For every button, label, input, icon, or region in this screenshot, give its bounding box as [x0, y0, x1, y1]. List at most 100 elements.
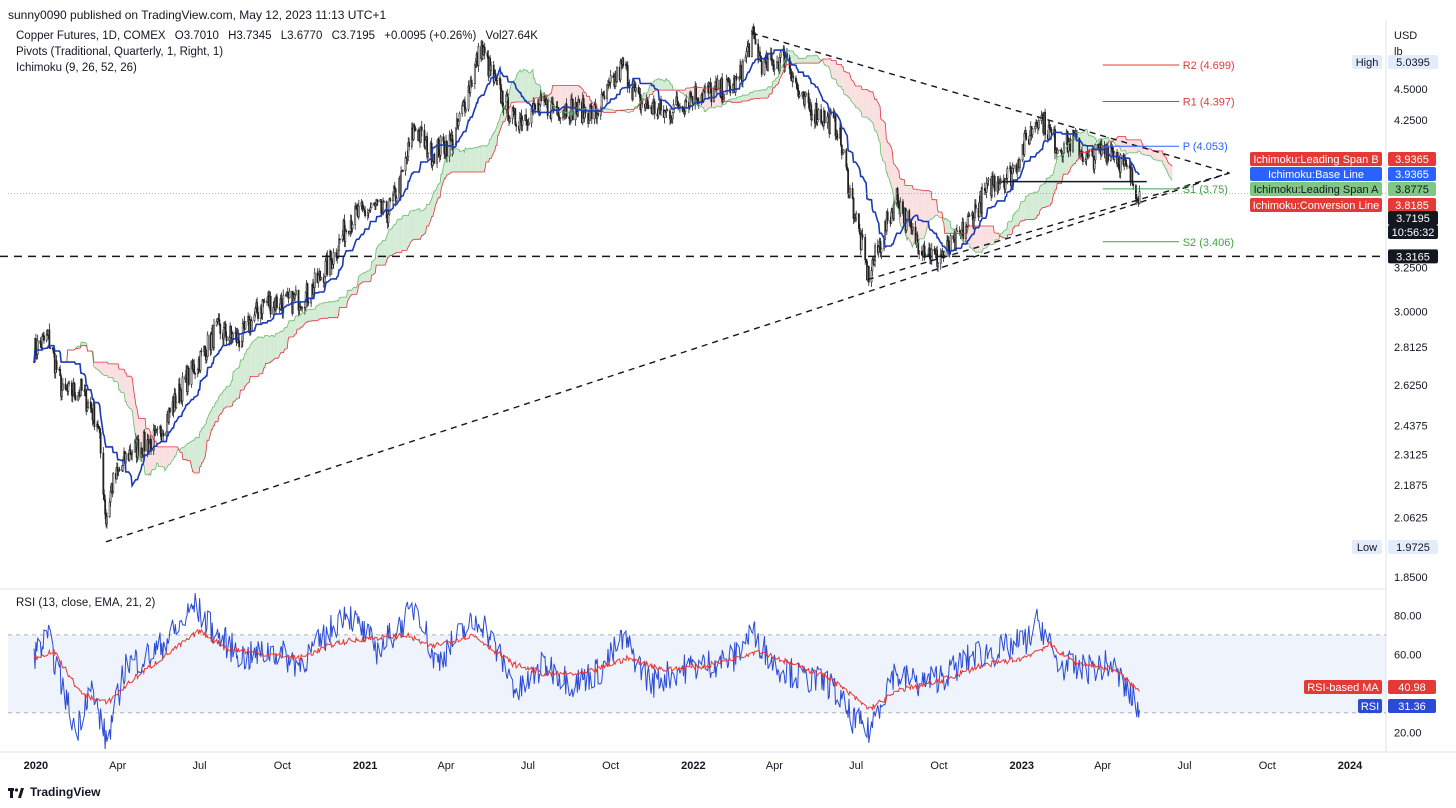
candle-body [253, 314, 256, 322]
ichimoku-cloud-segment [980, 226, 982, 253]
ichimoku-cloud-segment [100, 362, 102, 373]
ichimoku-cloud-segment [1037, 190, 1039, 216]
candle-body [634, 87, 637, 92]
ichimoku-cloud-segment [243, 356, 245, 391]
ichimoku-cloud-segment [341, 297, 344, 308]
ichimoku-cloud-segment [585, 92, 587, 110]
ichimoku-label-bg [1250, 167, 1382, 181]
ichimoku-cloud-segment [189, 441, 191, 461]
ichimoku-cloud-segment [221, 389, 225, 414]
ichimoku-cloud-segment [471, 148, 473, 173]
ichimoku-cloud-segment [325, 302, 327, 319]
pivots-indicator-label[interactable]: Pivots (Traditional, Quarterly, 1, Right… [16, 46, 224, 58]
candle-body [727, 77, 730, 83]
candle-body [993, 176, 996, 192]
ichimoku-cloud-segment [1017, 210, 1019, 226]
ichimoku-cloud-segment [391, 224, 395, 256]
candle-body [983, 187, 986, 191]
ichimoku-cloud-segment [849, 72, 851, 100]
ichimoku-cloud-segment [331, 301, 333, 318]
time-axis-tick-label: Jul [849, 760, 863, 772]
ichimoku-cloud-segment [1146, 148, 1148, 156]
countdown-value-bg [1388, 225, 1438, 239]
ichimoku-cloud-segment [520, 69, 522, 103]
ichimoku-cloud-segment [377, 245, 379, 266]
candle-body [97, 423, 99, 427]
ichimoku-leading-span-b-line [66, 58, 1173, 474]
ichimoku-cloud-segment [107, 362, 109, 378]
candle-body [133, 440, 136, 453]
candle-body [985, 182, 988, 193]
rsi-series-value: 40.98 [1398, 682, 1426, 694]
ichimoku-cloud-segment [396, 220, 397, 253]
ichimoku-cloud-segment [516, 73, 518, 103]
ichimoku-cloud-segment [1042, 183, 1044, 208]
open-value: O3.7010 [174, 30, 219, 42]
ichimoku-cloud-segment [120, 369, 124, 393]
candle-body [507, 95, 510, 121]
close-value: C3.7195 [331, 30, 376, 42]
ichimoku-cloud-segment [451, 151, 453, 173]
ichimoku-cloud-segment [755, 90, 757, 99]
ichimoku-cloud-segment [945, 218, 949, 234]
candle-body [355, 205, 357, 210]
rsi-indicator-label[interactable]: RSI (13, close, EMA, 21, 2) [16, 597, 156, 609]
ichimoku-cloud-segment [167, 446, 169, 467]
tradingview-logo: TradingView [8, 785, 100, 799]
ichimoku-cloud-segment [528, 72, 530, 103]
candle-body [732, 84, 734, 94]
candle-body [280, 298, 283, 305]
ichimoku-cloud-segment [923, 190, 925, 239]
price-axis-tick-label: 2.4375 [1394, 421, 1428, 433]
candle-body [1060, 149, 1063, 153]
time-axis-tick-label: 2023 [1009, 760, 1033, 772]
ichimoku-cloud-segment [754, 90, 755, 99]
ichimoku-cloud-segment [98, 362, 100, 371]
ichimoku-cloud-segment [333, 301, 334, 318]
candle-body [873, 260, 876, 265]
ichimoku-cloud-segment [948, 220, 950, 234]
candle-body [64, 383, 67, 390]
ichimoku-cloud-segment [199, 431, 201, 467]
ichimoku-cloud-segment [824, 58, 826, 65]
ichimoku-cloud-segment [1171, 165, 1173, 181]
candle-body [187, 368, 190, 385]
ichimoku-cloud-segment [811, 55, 813, 64]
ichimoku-cloud-segment [1139, 139, 1140, 152]
symbol-name[interactable]: Copper Futures, 1D, COMEX [16, 30, 166, 42]
candle-body [1126, 165, 1128, 168]
candle-body [400, 171, 402, 194]
ichimoku-cloud-segment [1157, 150, 1159, 161]
ichimoku-cloud-segment [284, 327, 288, 350]
ichimoku-cloud-segment [458, 149, 459, 173]
ichimoku-cloud-segment [454, 147, 458, 173]
rsi-axis-tick-label: 80.00 [1394, 610, 1422, 622]
ichimoku-cloud-segment [1004, 230, 1006, 239]
ichimoku-cloud-segment [196, 437, 200, 474]
price-axis-tick-label: 2.0625 [1394, 512, 1428, 524]
time-axis-tick-label: Oct [1259, 760, 1276, 772]
candle-body [97, 426, 100, 430]
candle-body [1081, 156, 1084, 163]
candle-body [807, 92, 810, 104]
ichimoku-cloud-segment [224, 389, 226, 409]
ichimoku-cloud-segment [280, 331, 282, 353]
candle-body [521, 119, 524, 126]
high-value: H3.7345 [228, 30, 272, 42]
candle-body [205, 356, 208, 361]
ichimoku-cloud-segment [384, 240, 386, 266]
ichimoku-cloud-segment [363, 272, 365, 282]
ichimoku-cloud-segment [655, 80, 656, 91]
candle-body [431, 161, 434, 166]
candle-body [1069, 138, 1072, 152]
candle-body [949, 235, 952, 252]
ichimoku-cloud-segment [181, 448, 182, 453]
candle-body [433, 154, 436, 164]
ichimoku-cloud-segment [874, 99, 876, 132]
ichimoku-cloud-segment [560, 85, 562, 113]
candle-body [1012, 164, 1015, 169]
candle-body [695, 85, 698, 101]
ichimoku-value-bg [1388, 152, 1436, 166]
ichimoku-indicator-label[interactable]: Ichimoku (9, 26, 52, 26) [16, 62, 137, 74]
